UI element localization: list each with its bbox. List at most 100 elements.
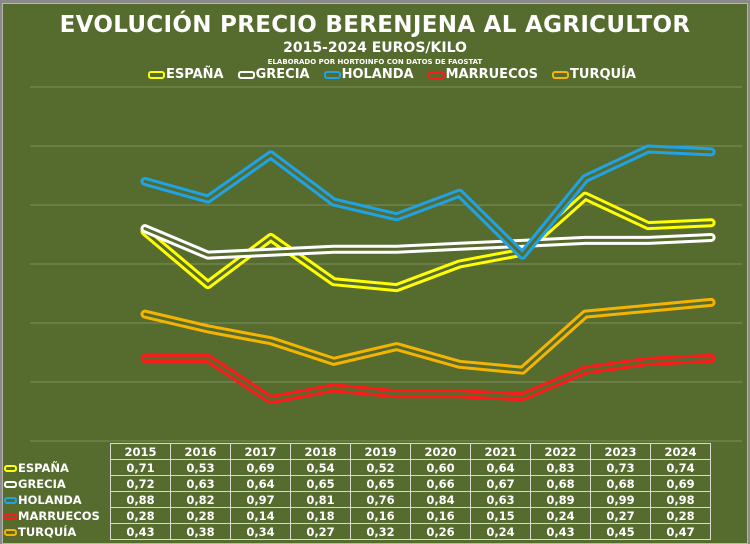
table-cell: 0,28 bbox=[650, 507, 711, 524]
table-cell: 0,38 bbox=[170, 523, 231, 540]
row-label-text: MARRUECOS bbox=[18, 508, 100, 523]
row-label-text: GRECIA bbox=[18, 476, 66, 491]
table-row: TURQUÍA 0,43 0,38 0,34 0,27 0,32 0,26 0,24 0,43 0… bbox=[4, 523, 711, 540]
table-cell: 0,68 bbox=[530, 475, 591, 492]
row-label: HOLANDA bbox=[4, 492, 111, 508]
table-row: GRECIA 0,72 0,63 0,64 0,65 0,65 0,66 0,67 0,68 0,… bbox=[4, 475, 711, 492]
table-cell: 0,76 bbox=[350, 491, 411, 508]
legend-label: GRECIA bbox=[255, 67, 310, 82]
table-cell: 0,89 bbox=[530, 491, 591, 508]
table-cell: 0,28 bbox=[110, 507, 171, 524]
table-row: ESPAÑA 0,71 0,53 0,69 0,54 0,52 0,60 0,64 0,83 0,… bbox=[4, 459, 711, 476]
table-row: MARRUECOS 0,28 0,28 0,14 0,18 0,16 0,16 0,15 0,2… bbox=[4, 507, 711, 524]
table-header-year: 2018 bbox=[290, 443, 351, 460]
table-cell: 0,97 bbox=[230, 491, 291, 508]
table-cell: 0,71 bbox=[110, 459, 171, 476]
row-label: TURQUÍA bbox=[4, 524, 111, 540]
table-header-year: 2016 bbox=[170, 443, 231, 460]
data-table: 2015 2016 2017 2018 2019 2020 2021 2022 2023 2024… bbox=[4, 443, 711, 540]
row-swatch-icon bbox=[4, 512, 17, 520]
table-cell: 0,18 bbox=[290, 507, 351, 524]
table-cell: 0,98 bbox=[650, 491, 711, 508]
row-label: GRECIA bbox=[4, 476, 111, 492]
table-header-year: 2024 bbox=[650, 443, 711, 460]
legend-label: ESPAÑA bbox=[166, 67, 224, 82]
table-cell: 0,68 bbox=[590, 475, 651, 492]
table-cell: 0,45 bbox=[590, 523, 651, 540]
table-cell: 0,83 bbox=[530, 459, 591, 476]
legend-label: HOLANDA bbox=[341, 67, 414, 82]
table-row: HOLANDA 0,88 0,82 0,97 0,81 0,76 0,84 0,63 0,89 0… bbox=[4, 491, 711, 508]
table-header-year: 2022 bbox=[530, 443, 591, 460]
legend-swatch-icon bbox=[427, 70, 445, 79]
table-cell: 0,53 bbox=[170, 459, 231, 476]
table-cell: 0,64 bbox=[230, 475, 291, 492]
chart-title: EVOLUCIÓN PRECIO BERENJENA AL AGRICULTOR bbox=[59, 12, 691, 38]
legend-item: HOLANDA bbox=[323, 67, 414, 82]
table-cell: 0,32 bbox=[350, 523, 411, 540]
table-cell: 0,73 bbox=[590, 459, 651, 476]
table-cell: 0,43 bbox=[110, 523, 171, 540]
table-cell: 0,82 bbox=[170, 491, 231, 508]
table-cell: 0,84 bbox=[410, 491, 471, 508]
legend: ESPAÑA GRECIA HOLANDA MARRUECOS TURQUÍA bbox=[148, 67, 636, 82]
series-line-inner bbox=[143, 194, 713, 290]
table-cell: 0,74 bbox=[650, 459, 711, 476]
legend-swatch-icon bbox=[323, 70, 341, 79]
table-cell: 0,63 bbox=[170, 475, 231, 492]
legend-swatch-icon bbox=[552, 70, 570, 79]
table-cell: 0,67 bbox=[470, 475, 531, 492]
row-label-text: HOLANDA bbox=[18, 492, 82, 507]
table-cell: 0,64 bbox=[470, 459, 531, 476]
table-cell: 0,34 bbox=[230, 523, 291, 540]
table-corner bbox=[4, 444, 111, 460]
chart-subtitle: 2015-2024 EUROS/KILO bbox=[283, 40, 467, 56]
table-cell: 0,54 bbox=[290, 459, 351, 476]
table-header-year: 2015 bbox=[110, 443, 171, 460]
table-cell: 0,63 bbox=[470, 491, 531, 508]
row-label-text: TURQUÍA bbox=[18, 524, 77, 539]
table-cell: 0,24 bbox=[470, 523, 531, 540]
legend-label: TURQUÍA bbox=[570, 67, 636, 82]
row-label: ESPAÑA bbox=[4, 460, 111, 476]
row-swatch-icon bbox=[4, 480, 17, 488]
row-swatch-icon bbox=[4, 464, 17, 472]
table-cell: 0,65 bbox=[290, 475, 351, 492]
legend-item: GRECIA bbox=[237, 67, 310, 82]
series-line-inner bbox=[143, 227, 713, 257]
table-cell: 0,16 bbox=[350, 507, 411, 524]
table-header-year: 2017 bbox=[230, 443, 291, 460]
legend-item: ESPAÑA bbox=[148, 67, 224, 82]
table-cell: 0,60 bbox=[410, 459, 471, 476]
table-header-year: 2019 bbox=[350, 443, 411, 460]
row-label: MARRUECOS bbox=[4, 508, 111, 524]
table-header-year: 2020 bbox=[410, 443, 471, 460]
table-header-year: 2021 bbox=[470, 443, 531, 460]
legend-item: MARRUECOS bbox=[427, 67, 539, 82]
table-cell: 0,27 bbox=[290, 523, 351, 540]
table-cell: 0,88 bbox=[110, 491, 171, 508]
legend-swatch-icon bbox=[148, 70, 165, 79]
table-cell: 0,47 bbox=[650, 523, 711, 540]
table-cell: 0,69 bbox=[230, 459, 291, 476]
series-line-inner bbox=[143, 147, 713, 257]
table-cell: 0,26 bbox=[410, 523, 471, 540]
table-cell: 0,81 bbox=[290, 491, 351, 508]
table-cell: 0,28 bbox=[170, 507, 231, 524]
series-line-inner bbox=[143, 356, 713, 402]
table-cell: 0,99 bbox=[590, 491, 651, 508]
table-cell: 0,65 bbox=[350, 475, 411, 492]
table-cell: 0,72 bbox=[110, 475, 171, 492]
table-cell: 0,14 bbox=[230, 507, 291, 524]
table-cell: 0,66 bbox=[410, 475, 471, 492]
row-swatch-icon bbox=[4, 496, 17, 504]
table-cell: 0,24 bbox=[530, 507, 591, 524]
table-cell: 0,15 bbox=[470, 507, 531, 524]
legend-label: MARRUECOS bbox=[445, 67, 539, 82]
table-cell: 0,16 bbox=[410, 507, 471, 524]
table-cell: 0,27 bbox=[590, 507, 651, 524]
row-swatch-icon bbox=[4, 528, 17, 536]
table-cell: 0,43 bbox=[530, 523, 591, 540]
legend-item: TURQUÍA bbox=[552, 67, 636, 82]
